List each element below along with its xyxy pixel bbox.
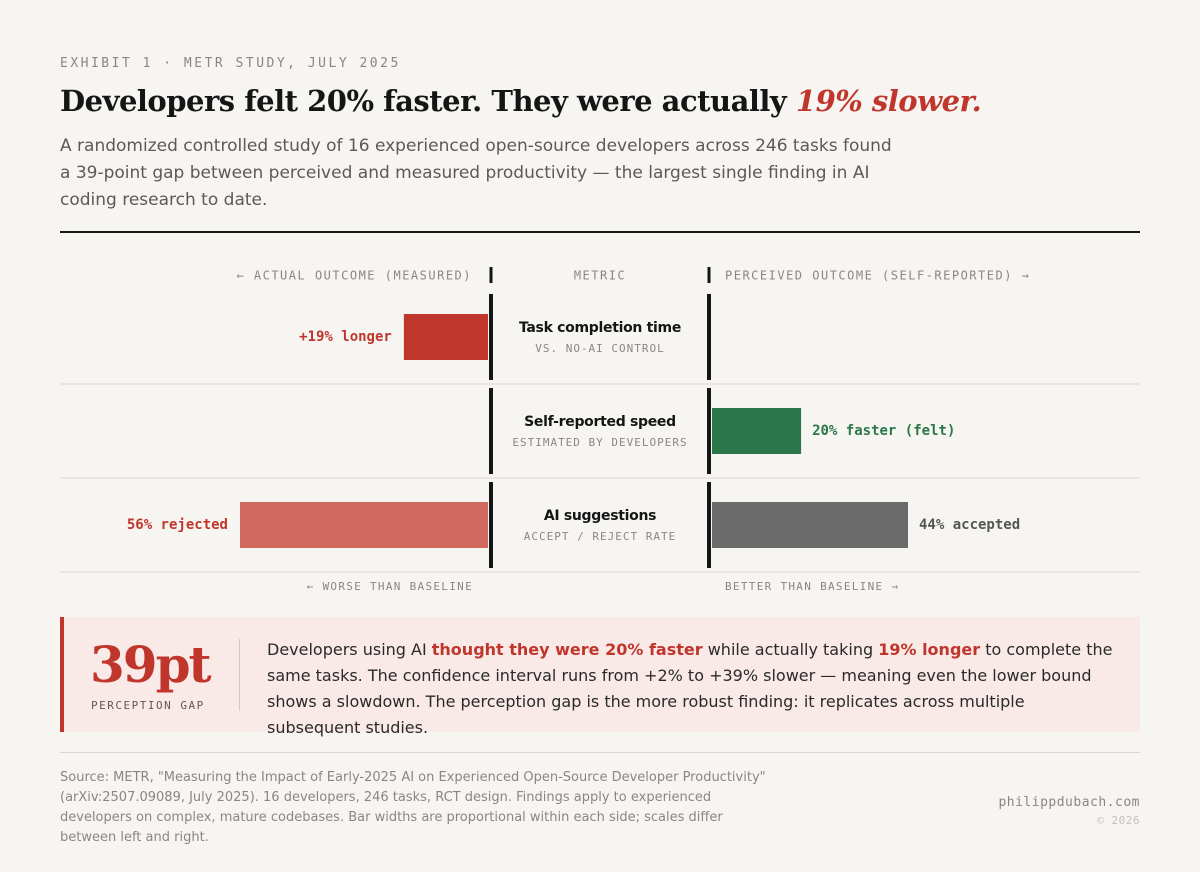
value-label: 20% faster (felt) bbox=[812, 423, 955, 439]
value-label: 56% rejected bbox=[127, 517, 228, 533]
source-note: Source: METR, "Measuring the Impact of E… bbox=[60, 770, 766, 845]
center-header: METRIC bbox=[574, 269, 626, 283]
value-label: +19% longer bbox=[299, 329, 392, 345]
title-emphasis: 19% slower. bbox=[795, 84, 982, 118]
left-footer: ← WORSE THAN BASELINE bbox=[307, 580, 473, 593]
callout-body: Developers using AI thought they were 20… bbox=[267, 637, 1117, 741]
body-text: while actually taking bbox=[702, 640, 879, 659]
title-text: Developers felt 20% faster. They were ac… bbox=[60, 84, 787, 118]
body-text: to complete the same tasks. The confiden… bbox=[267, 640, 1113, 737]
chart: ← ACTUAL OUTCOME (MEASURED) METRIC PERCEIV… bbox=[60, 267, 1140, 593]
title: Developers felt 20% faster. They were ac… bbox=[60, 84, 982, 118]
category-note: ESTIMATED BY DEVELOPERS bbox=[512, 436, 687, 449]
body-emphasis: thought they were 20% faster bbox=[431, 640, 703, 659]
rule bbox=[60, 752, 1140, 753]
left-header: ← ACTUAL OUTCOME (MEASURED) bbox=[236, 269, 472, 283]
right-footer: BETTER THAN BASELINE → bbox=[725, 580, 899, 593]
body-text: Developers using AI bbox=[267, 640, 432, 659]
callout-figure: 39pt bbox=[90, 635, 212, 694]
subtitle: A randomized controlled study of 16 expe… bbox=[60, 136, 892, 210]
bar bbox=[240, 502, 488, 548]
category-label: AI suggestions bbox=[544, 508, 656, 524]
category-label: Self-reported speed bbox=[524, 414, 676, 430]
value-label: 44% accepted bbox=[919, 517, 1020, 533]
body-emphasis: 19% longer bbox=[878, 640, 981, 659]
site: philippdubach.com bbox=[998, 795, 1140, 810]
category-note: VS. NO-AI CONTROL bbox=[535, 342, 665, 355]
bar bbox=[403, 314, 488, 360]
callout: 39pt PERCEPTION GAP Developers using AI … bbox=[60, 617, 1140, 737]
bar bbox=[712, 408, 802, 454]
right-header: PERCEIVED OUTCOME (SELF-REPORTED) → bbox=[725, 269, 1030, 283]
exhibit-label: EXHIBIT 1 · METR STUDY, JULY 2025 bbox=[60, 56, 401, 71]
copyright: © 2026 bbox=[1097, 814, 1140, 827]
bar bbox=[712, 502, 908, 548]
callout-figure-label: PERCEPTION GAP bbox=[91, 699, 205, 712]
category-label: Task completion time bbox=[519, 320, 681, 336]
rule bbox=[60, 231, 1140, 233]
category-note: ACCEPT / REJECT RATE bbox=[524, 530, 676, 543]
divider bbox=[239, 639, 240, 711]
